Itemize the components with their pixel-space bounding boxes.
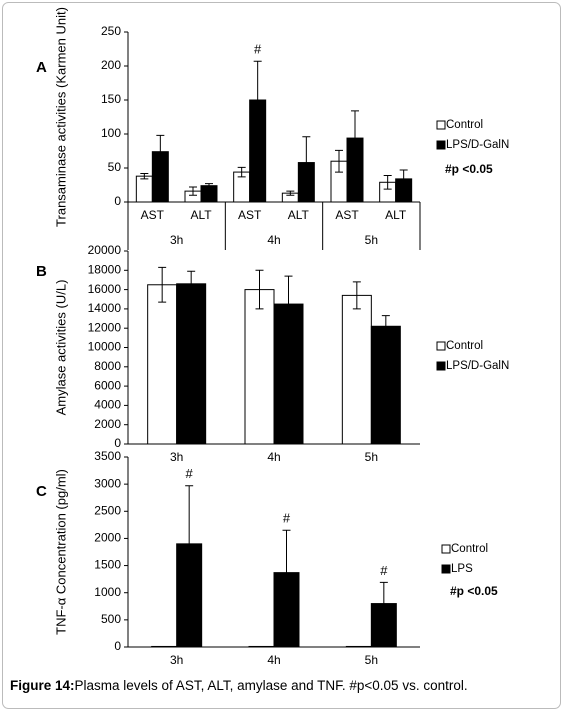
caption: Figure 14:Plasma levels of AST, ALT, amy… <box>10 678 468 693</box>
significance-mark: # <box>283 511 291 526</box>
error-bar <box>399 169 408 189</box>
y-tick-label: 10000 <box>88 340 122 354</box>
group-label: 4h <box>267 233 280 247</box>
x-tick-label: ALT <box>385 208 407 222</box>
significance-note: #p <0.05 <box>445 162 493 176</box>
y-tick-label: 0 <box>114 436 121 450</box>
error-bar <box>237 166 246 178</box>
x-tick-label: 3h <box>170 653 183 667</box>
error-bar <box>282 529 291 616</box>
y-tick-label: 50 <box>108 160 122 174</box>
legend-swatch <box>441 544 451 554</box>
error-bar <box>189 186 197 196</box>
legend-swatch <box>436 361 446 371</box>
bar <box>135 175 153 203</box>
panel-label: C <box>36 483 47 500</box>
group-label: 5h <box>365 233 378 247</box>
caption-label: Figure 14: <box>10 678 75 693</box>
y-tick-label: 150 <box>101 92 121 106</box>
x-tick-label: 5h <box>365 653 378 667</box>
legend-label: LPS <box>451 563 473 575</box>
y-tick-label: 18000 <box>88 262 122 276</box>
error-bar <box>286 190 295 196</box>
significance-mark: # <box>380 563 388 578</box>
x-tick-label: AST <box>335 208 359 222</box>
x-tick-label: 3h <box>170 450 183 464</box>
bar <box>244 289 275 445</box>
legend-swatch <box>436 140 446 150</box>
caption-text: Plasma levels of AST, ALT, amylase and T… <box>75 678 468 693</box>
y-tick-label: 1000 <box>94 585 121 599</box>
legend-label: LPS/D-GalN <box>446 360 509 372</box>
x-tick-label: AST <box>141 208 165 222</box>
y-tick-label: 3000 <box>94 476 121 490</box>
significance-mark: # <box>186 466 194 481</box>
legend-label: Control <box>451 543 488 555</box>
group-label: 3h <box>170 233 183 247</box>
error-bar <box>187 270 196 297</box>
y-tick-label: 250 <box>101 24 121 38</box>
x-tick-label: 4h <box>267 653 280 667</box>
y-axis-label: Amylase activities (U/L) <box>53 280 68 416</box>
y-tick-label: 500 <box>101 612 121 626</box>
x-tick-label: 5h <box>365 450 378 464</box>
legend-label: LPS/D-GalN <box>446 139 509 151</box>
error-bar <box>255 269 264 310</box>
legend-swatch <box>436 120 446 130</box>
error-bar <box>158 266 167 303</box>
error-bar <box>379 581 388 626</box>
legend-label: Control <box>446 119 483 131</box>
error-bar <box>335 149 343 173</box>
error-bar <box>383 174 392 190</box>
x-tick-label: ALT <box>190 208 212 222</box>
x-tick-label: ALT <box>288 208 310 222</box>
y-tick-label: 1500 <box>94 558 121 572</box>
panel-label: A <box>36 59 47 76</box>
y-tick-label: 2000 <box>94 417 121 431</box>
y-tick-label: 4000 <box>94 398 121 412</box>
error-bar <box>351 110 359 166</box>
legend-label: Control <box>446 340 483 352</box>
y-tick-label: 0 <box>114 194 121 208</box>
legend-swatch <box>436 341 446 351</box>
error-bar <box>205 183 213 189</box>
panel-label: B <box>36 263 47 280</box>
y-tick-label: 0 <box>114 639 121 653</box>
y-tick-label: 8000 <box>94 359 121 373</box>
error-bar <box>284 275 293 333</box>
error-bar <box>381 315 390 338</box>
y-tick-label: 3500 <box>94 449 121 463</box>
y-tick-label: 100 <box>101 126 121 140</box>
y-tick-label: 6000 <box>94 378 121 392</box>
y-tick-label: 12000 <box>88 320 122 334</box>
significance-note: #p <0.05 <box>450 584 498 598</box>
y-axis-label: Transaminase activities (Karmen Unit) <box>53 7 68 227</box>
bar <box>147 284 178 445</box>
error-bar <box>156 134 165 169</box>
error-bar <box>302 136 311 189</box>
x-tick-label: AST <box>238 208 262 222</box>
error-bar <box>185 485 194 603</box>
x-tick-label: 4h <box>267 450 280 464</box>
y-tick-label: 14000 <box>88 301 122 315</box>
error-bar <box>352 281 361 310</box>
bar <box>341 294 372 445</box>
error-bar <box>253 60 262 140</box>
bar <box>176 283 207 445</box>
y-tick-label: 2500 <box>94 503 121 517</box>
error-bar <box>140 172 149 180</box>
y-tick-label: 200 <box>101 58 121 72</box>
significance-mark: # <box>254 42 262 57</box>
bar <box>370 325 401 445</box>
y-tick-label: 20000 <box>88 243 122 257</box>
y-axis-label: TNF-α Concentration (pg/ml) <box>53 469 68 635</box>
y-tick-label: 16000 <box>88 282 122 296</box>
legend-swatch <box>441 564 451 574</box>
y-tick-label: 2000 <box>94 531 121 545</box>
